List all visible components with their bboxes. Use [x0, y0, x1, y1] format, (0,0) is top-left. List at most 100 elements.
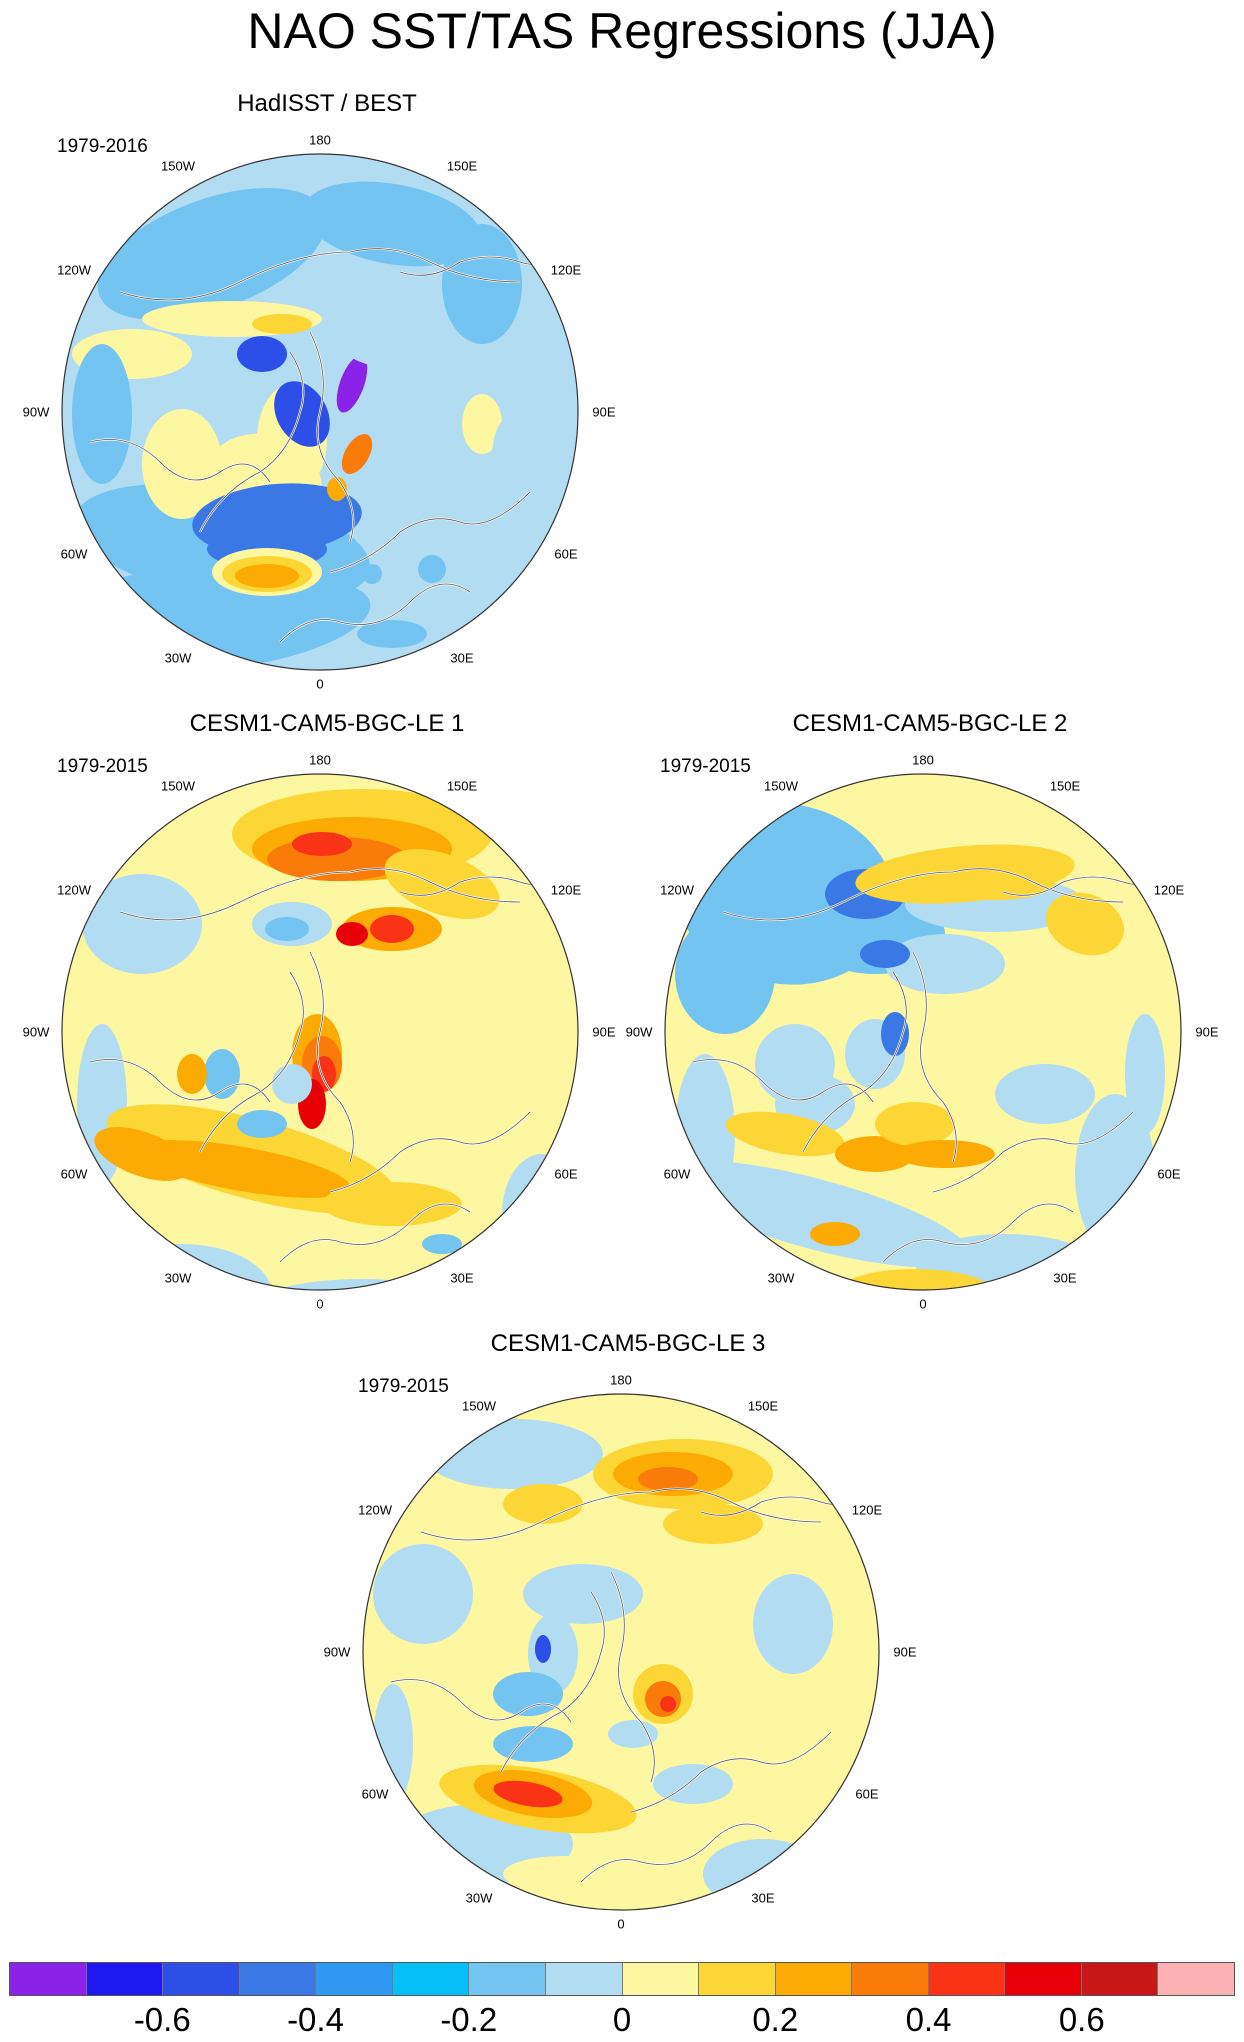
longitude-label: 150W — [161, 778, 195, 794]
colorbar-swatch — [1158, 1963, 1234, 1995]
colorbar-swatch — [86, 1963, 164, 1995]
anomaly-region — [336, 922, 368, 946]
colorbar — [9, 1962, 1235, 1996]
longitude-label: 60E — [554, 546, 578, 562]
longitude-label: 30W — [767, 1270, 795, 1286]
longitude-label: 0 — [617, 1916, 625, 1932]
anomaly-region — [835, 1136, 915, 1172]
anomaly-region — [675, 914, 775, 1034]
panel-title: HadISST / BEST — [237, 90, 417, 117]
coastline — [580, 1823, 772, 1883]
map-field — [62, 774, 578, 1290]
anomaly-region — [885, 934, 1005, 994]
longitude-label: 90W — [22, 1024, 50, 1040]
anomaly-region — [265, 917, 309, 941]
colorbar-tick-label: 0.4 — [905, 2001, 952, 2038]
coastline — [932, 1111, 1134, 1193]
map-field — [62, 154, 578, 670]
anomaly-region — [535, 1635, 551, 1663]
longitude-label: 180 — [309, 752, 331, 768]
polar-map — [362, 1393, 880, 1911]
coastline — [500, 1591, 605, 1773]
longitude-label: 150W — [161, 158, 195, 174]
longitude-label: 30E — [450, 1270, 474, 1286]
anomaly-region — [423, 1419, 603, 1489]
longitude-label: 120E — [851, 1502, 883, 1518]
coastline — [309, 331, 354, 543]
panel-cesm-le-2: CESM1-CAM5-BGC-LE 2 1979-2015 180 150E 120… — [626, 710, 1220, 1312]
coastline — [420, 1488, 822, 1541]
anomaly-region — [341, 434, 373, 474]
colorbar-swatch — [392, 1963, 470, 1995]
anomaly-region — [442, 224, 522, 344]
anomaly-region — [638, 1467, 698, 1491]
longitude-label: 180 — [309, 132, 331, 148]
longitude-label: 90W — [22, 404, 50, 420]
panel-hadisst-best: HadISST / BEST 1979-2016 180 150E 120E 90E 6… — [23, 90, 617, 692]
colorbar-swatch — [775, 1963, 853, 1995]
coastline — [199, 971, 304, 1153]
anomaly-region — [94, 1127, 190, 1181]
anomaly-region — [523, 1564, 643, 1624]
anomaly-region — [881, 1012, 909, 1056]
anomaly-region — [935, 868, 1055, 900]
anomaly-region — [272, 1064, 312, 1104]
colorbar-swatch — [10, 1963, 87, 1995]
anomaly-region — [237, 1110, 287, 1138]
longitude-label: 120W — [57, 262, 92, 278]
polar-map — [61, 153, 579, 671]
colorbar-tick-label: 0.6 — [1058, 2001, 1105, 2038]
longitude-label: 30E — [450, 650, 474, 666]
anomaly-region — [336, 355, 368, 413]
coastline — [199, 351, 304, 533]
longitude-label: 90E — [592, 404, 616, 420]
anomaly-region — [875, 1102, 955, 1146]
anomaly-region — [237, 336, 287, 372]
colorbar-tick-label: 0 — [612, 2001, 632, 2038]
longitude-label: 60W — [663, 1166, 691, 1182]
anomaly-region — [97, 188, 327, 320]
anomaly-region — [322, 1182, 462, 1226]
anomaly-region — [1125, 1014, 1165, 1134]
longitude-label: 30E — [1053, 1270, 1077, 1286]
coastline — [329, 491, 531, 573]
panel-title: CESM1-CAM5-BGC-LE 3 — [490, 1330, 766, 1357]
longitude-label: 0 — [919, 1296, 927, 1312]
panel-period: 1979-2016 — [57, 136, 148, 157]
longitude-label: 180 — [610, 1372, 632, 1388]
longitude-label: 120E — [550, 882, 582, 898]
anomaly-region — [362, 564, 382, 584]
colorbar-swatch — [163, 1963, 240, 1995]
longitude-label: 150E — [1049, 778, 1081, 794]
anomaly-region — [133, 1140, 351, 1198]
longitude-label: 60E — [1157, 1166, 1181, 1182]
coastline — [692, 1059, 874, 1103]
longitude-label: 150E — [747, 1398, 779, 1414]
figure-title: NAO SST/TAS Regressions (JJA) — [247, 3, 997, 59]
longitude-label: 90E — [893, 1644, 917, 1660]
longitude-label: 0 — [316, 676, 324, 692]
anomaly-region — [357, 620, 427, 648]
map-boundary — [61, 153, 579, 671]
longitude-label: 30W — [164, 1270, 192, 1286]
anomaly-region — [235, 564, 299, 588]
anomaly-region — [503, 1484, 583, 1524]
anomaly-region — [462, 394, 502, 454]
coastline — [119, 248, 521, 301]
longitude-label: 150E — [446, 778, 478, 794]
map-field — [363, 1394, 879, 1910]
panel-period: 1979-2015 — [57, 756, 148, 777]
coastline — [390, 1679, 572, 1723]
anomaly-region — [142, 409, 222, 519]
colorbar-swatch — [1081, 1963, 1159, 1995]
map-boundary — [362, 1393, 880, 1911]
panel-cesm-le-3: CESM1-CAM5-BGC-LE 3 1979-2015 180 150E 120… — [324, 1330, 918, 1932]
anomaly-region — [327, 477, 347, 501]
anomaly-region — [753, 1574, 833, 1674]
longitude-label: 30E — [751, 1890, 775, 1906]
colorbar-swatch — [469, 1963, 546, 1995]
anomaly-region — [660, 1696, 676, 1712]
colorbar-swatch — [316, 1963, 393, 1995]
anomaly-region — [835, 1269, 995, 1290]
panel-title: CESM1-CAM5-BGC-LE 2 — [792, 710, 1068, 737]
